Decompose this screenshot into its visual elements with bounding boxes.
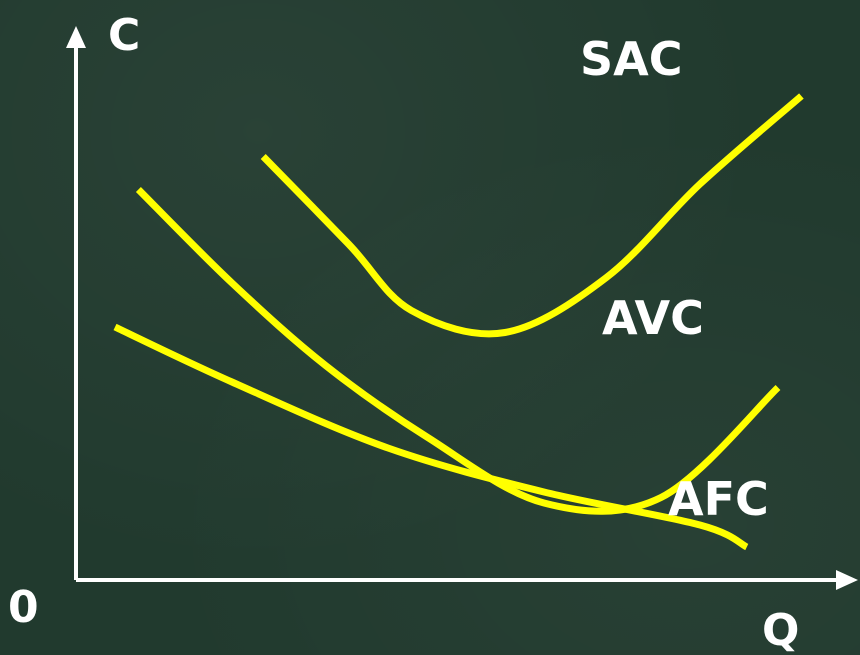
sac-curve (260, 93, 804, 338)
x-axis-label: Q (762, 605, 799, 655)
x-axis-arrow-icon (836, 570, 858, 590)
sac-label: SAC (580, 32, 683, 86)
y-axis-label: C (108, 10, 140, 61)
avc-curve (135, 187, 781, 515)
y-axis-arrow-icon (66, 26, 86, 48)
avc-label: AVC (602, 291, 704, 345)
afc-label: AFC (668, 472, 769, 526)
afc-curve (113, 323, 749, 551)
origin-label: 0 (8, 582, 39, 633)
